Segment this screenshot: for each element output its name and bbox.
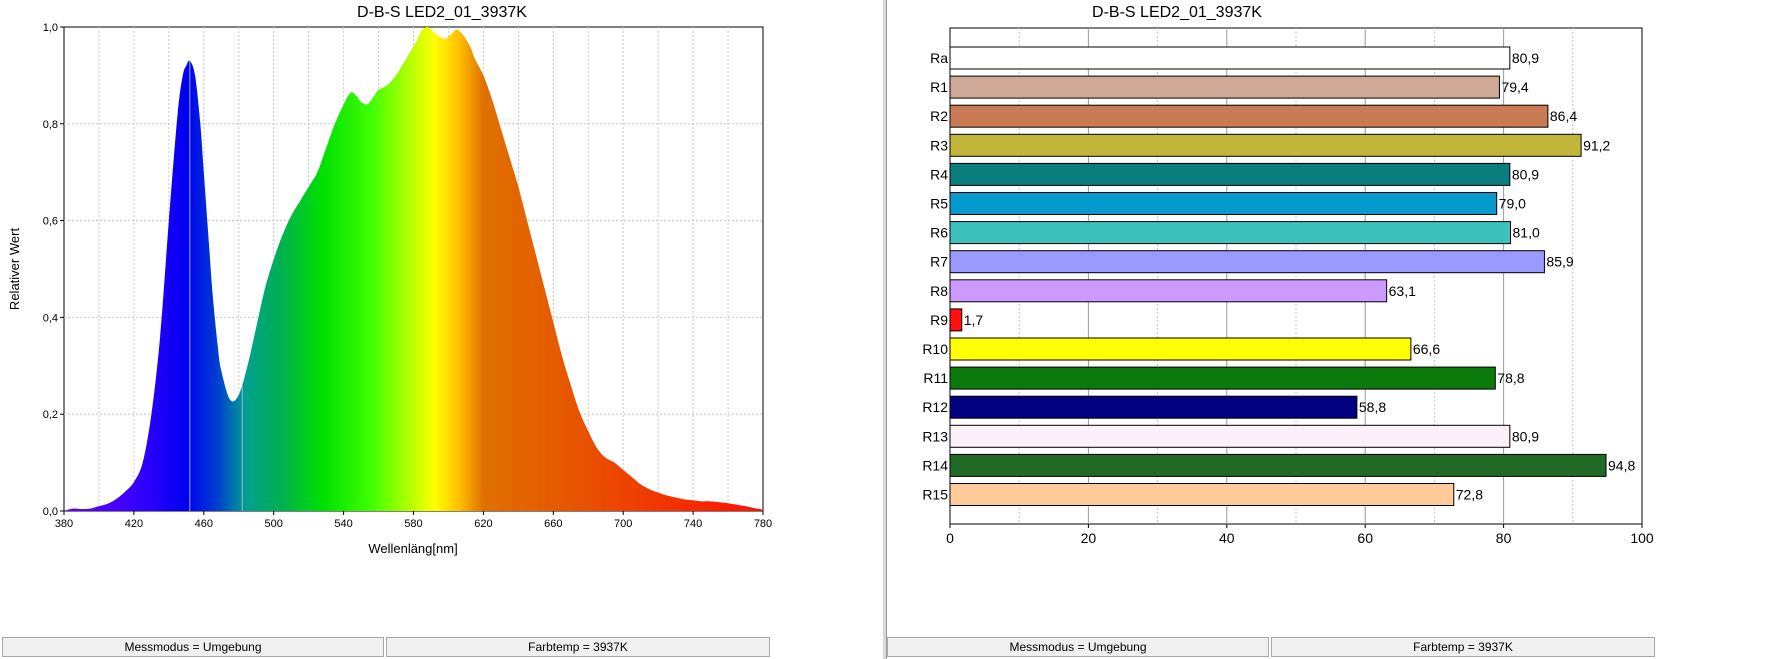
x-tick-label: 740 — [684, 518, 702, 530]
x-tick-label: 60 — [1357, 530, 1373, 546]
x-tick-label: 40 — [1219, 530, 1235, 546]
status-measure-mode: Messmodus = Umgebung — [887, 637, 1269, 657]
bar-r7 — [949, 250, 1545, 274]
x-tick-label: 420 — [125, 518, 143, 530]
y-tick-label: 0,0 — [43, 506, 58, 518]
bar-r1 — [949, 75, 1500, 99]
value-label-r8: 63,1 — [1389, 283, 1416, 299]
x-tick-label: 460 — [195, 518, 213, 530]
category-label-r14: R14 — [922, 457, 948, 473]
category-label-r13: R13 — [922, 428, 948, 444]
x-tick-label: 580 — [404, 518, 422, 530]
category-label-r12: R12 — [922, 399, 948, 415]
bar-r4 — [949, 162, 1511, 186]
bar-r2 — [949, 104, 1549, 128]
x-tick-label: 660 — [544, 518, 562, 530]
y-tick-label: 0,6 — [43, 216, 58, 228]
x-tick-label: 380 — [55, 518, 73, 530]
value-label-r15: 72,8 — [1456, 487, 1483, 503]
value-label-r11: 78,8 — [1497, 370, 1524, 386]
category-label-r4: R4 — [930, 166, 948, 182]
x-tick-label: 80 — [1496, 530, 1512, 546]
cri-bars: Ra 80,9 R1 79,4 R2 86,4 R3 91,2 R4 80,9 R5 79,0 R6 81… — [922, 46, 1635, 506]
value-label-r6: 81,0 — [1513, 225, 1540, 241]
spectrum-x-ticks: 380 420 460 500 540 580 620 660 700 740 780 — [55, 511, 772, 530]
bar-r13 — [949, 424, 1511, 448]
category-label-ra: Ra — [930, 50, 948, 66]
status-color-temp: Farbtemp = 3937K — [386, 637, 770, 657]
cri-title: D-B-S LED2_01_3937K — [1092, 4, 1262, 21]
value-label-r4: 80,9 — [1512, 166, 1539, 182]
value-label-r1: 79,4 — [1501, 79, 1528, 95]
category-label-r1: R1 — [930, 79, 948, 95]
y-tick-label: 0,2 — [43, 409, 58, 421]
spectrum-panel: D-B-S LED2_01_3937K 380 420 460 500 540 580 62… — [0, 0, 884, 659]
spectrum-x-axis-label: Wellenläng[nm] — [368, 541, 457, 556]
category-label-r2: R2 — [930, 108, 948, 124]
bar-r3 — [949, 133, 1582, 157]
bar-r9 — [949, 308, 963, 332]
value-label-r12: 58,8 — [1359, 399, 1386, 415]
panel-splitter[interactable] — [883, 0, 886, 659]
y-tick-label: 1,0 — [43, 22, 58, 34]
cri-chart: D-B-S LED2_01_3937K Ra 80,9 R1 79,4 R2 86,4 R3… — [922, 4, 1654, 546]
x-tick-label: 620 — [474, 518, 492, 530]
category-label-r3: R3 — [930, 137, 948, 153]
category-label-r8: R8 — [930, 283, 948, 299]
spectrum-y-ticks: 0,0 0,2 0,4 0,6 0,8 1,0 — [43, 22, 64, 518]
category-label-r5: R5 — [930, 196, 948, 212]
cri-panel: D-B-S LED2_01_3937K Ra 80,9 R1 79,4 R2 86,4 R3… — [886, 0, 1768, 659]
spectrum-y-axis-label: Relativer Wert — [7, 228, 22, 311]
spectrum-peak-markers — [189, 60, 243, 511]
category-label-r7: R7 — [930, 254, 948, 270]
bar-r10 — [949, 337, 1412, 361]
value-label-r9: 1,7 — [964, 312, 984, 328]
x-tick-label: 20 — [1081, 530, 1097, 546]
value-label-r2: 86,4 — [1550, 108, 1577, 124]
value-label-r5: 79,0 — [1499, 196, 1526, 212]
cri-x-ticks: 0 20 40 60 80 100 — [946, 524, 1654, 546]
category-label-r6: R6 — [930, 225, 948, 241]
category-label-r9: R9 — [930, 312, 948, 328]
x-tick-label: 780 — [754, 518, 772, 530]
x-tick-label: 0 — [946, 530, 954, 546]
bar-r5 — [949, 192, 1498, 215]
x-tick-label: 500 — [265, 518, 283, 530]
x-tick-label: 700 — [614, 518, 632, 530]
bar-r15 — [949, 483, 1455, 506]
value-label-r14: 94,8 — [1608, 457, 1635, 473]
status-color-temp: Farbtemp = 3937K — [1271, 637, 1655, 657]
bar-r8 — [949, 279, 1388, 303]
bar-r6 — [949, 221, 1512, 245]
category-label-r10: R10 — [922, 341, 948, 357]
value-label-r13: 80,9 — [1512, 428, 1539, 444]
bar-r14 — [949, 453, 1607, 477]
spectrum-area — [64, 27, 763, 511]
bar-ra — [949, 46, 1511, 70]
spectrum-chart: D-B-S LED2_01_3937K 380 420 460 500 540 580 62… — [7, 4, 772, 556]
value-label-r3: 91,2 — [1583, 137, 1610, 153]
spectrum-title: D-B-S LED2_01_3937K — [357, 4, 527, 21]
y-tick-label: 0,4 — [43, 312, 58, 324]
y-tick-label: 0,8 — [43, 119, 58, 131]
status-measure-mode: Messmodus = Umgebung — [2, 637, 384, 657]
x-tick-label: 100 — [1630, 530, 1654, 546]
bar-r11 — [949, 366, 1496, 390]
value-label-r10: 66,6 — [1413, 341, 1440, 357]
x-tick-label: 540 — [334, 518, 352, 530]
bar-r12 — [949, 395, 1358, 419]
value-label-r7: 85,9 — [1546, 254, 1573, 270]
category-label-r11: R11 — [923, 370, 948, 386]
value-label-ra: 80,9 — [1512, 50, 1539, 66]
category-label-r15: R15 — [922, 487, 948, 503]
